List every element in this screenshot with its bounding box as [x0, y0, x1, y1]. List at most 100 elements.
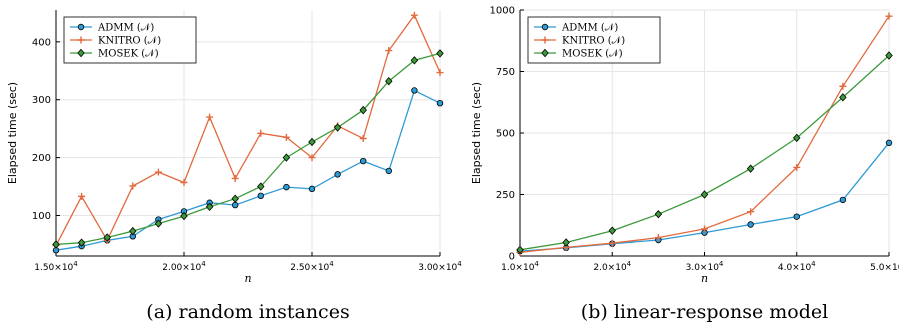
y-tick-label: 250	[496, 190, 515, 201]
legend-marker	[77, 23, 85, 31]
data-point	[154, 219, 163, 228]
y-tick-label: 300	[32, 95, 51, 106]
legend-label: MOSEK (𝒩)	[562, 49, 623, 60]
data-point	[411, 87, 418, 94]
legend-label: ADMM (𝒩)	[561, 23, 618, 34]
x-axis-label: n	[701, 272, 708, 285]
data-point	[608, 226, 616, 235]
data-point	[154, 168, 162, 176]
y-tick-label: 1000	[490, 6, 515, 17]
data-point	[608, 239, 616, 247]
data-point	[562, 238, 570, 247]
data-point	[436, 49, 444, 58]
y-tick-label: 500	[496, 129, 515, 140]
data-point	[410, 56, 419, 65]
x-tick-label: 2.00×104	[162, 260, 206, 273]
data-point	[205, 202, 214, 212]
y-tick-label: 100	[32, 211, 51, 222]
data-point	[885, 51, 893, 60]
x-tick-label: 1.50×104	[34, 260, 78, 273]
data-point	[360, 157, 367, 165]
data-point	[385, 47, 393, 55]
x-axis-label: n	[244, 272, 251, 285]
chart-caption: (a) random instances	[146, 301, 349, 323]
data-point	[747, 221, 754, 228]
data-point	[700, 190, 709, 199]
data-point	[839, 82, 847, 90]
data-point	[283, 183, 290, 191]
data-point	[129, 182, 137, 190]
legend-marker	[541, 23, 549, 31]
y-tick-label: 200	[32, 153, 51, 164]
data-point	[308, 154, 316, 162]
data-point	[308, 137, 316, 147]
data-point	[793, 133, 801, 143]
legend-label: KNITRO (𝒩)	[562, 36, 625, 47]
y-axis-label: Elapsed time (sec)	[6, 82, 19, 184]
data-point	[839, 196, 847, 204]
data-point	[359, 134, 367, 142]
data-point	[231, 201, 239, 209]
data-point	[231, 174, 239, 182]
x-tick-label: 2.50×104	[290, 260, 334, 273]
data-point	[701, 225, 708, 233]
data-point	[257, 182, 265, 191]
x-tick-label: 3.0×104	[686, 260, 724, 273]
legend-marker	[541, 36, 549, 44]
x-tick-label: 2.0×104	[593, 260, 631, 273]
data-point	[103, 233, 111, 242]
data-point	[333, 123, 342, 132]
chart-linear-response: 0 250 500 750 1000 1.0×104 2.0×104 3.0×104 4.0×1…	[470, 6, 899, 324]
data-point	[282, 133, 290, 141]
data-point	[52, 240, 60, 249]
data-point	[436, 69, 444, 77]
data-point	[885, 12, 893, 20]
x-tick-label: 5.0×104	[870, 260, 899, 273]
data-point	[180, 211, 188, 221]
x-tick-label: 4.0×104	[778, 260, 816, 273]
legend-label: KNITRO (𝒩)	[98, 36, 161, 47]
data-point	[231, 194, 239, 203]
data-point	[359, 105, 367, 115]
legend-label: MOSEK (𝒩)	[98, 49, 159, 60]
data-point	[257, 129, 265, 137]
data-point	[839, 93, 847, 102]
chart-caption: (b) linear-response model	[581, 301, 828, 323]
legend-marker	[77, 36, 85, 44]
data-point	[257, 192, 264, 200]
data-point	[78, 192, 86, 200]
data-point	[308, 185, 316, 193]
x-tick-label: 1.0×104	[501, 260, 539, 273]
data-point	[746, 164, 755, 173]
data-point	[206, 113, 214, 121]
chart-random-instances: 100 200 300 400 1.50×104 2.00×104 2.50×104 3.00…	[6, 10, 462, 323]
data-point	[654, 234, 662, 242]
data-point	[385, 167, 392, 175]
data-point	[77, 238, 86, 247]
data-point	[793, 213, 800, 220]
data-point	[385, 76, 393, 86]
data-point	[793, 163, 801, 171]
data-point	[180, 178, 188, 186]
y-tick-label: 750	[496, 67, 515, 78]
data-point	[436, 99, 444, 107]
series-line	[55, 13, 441, 246]
y-tick-label: 0	[509, 252, 515, 263]
y-axis-label: Elapsed time (sec)	[470, 82, 483, 184]
data-point	[747, 208, 755, 216]
data-point	[654, 209, 663, 219]
data-point	[410, 11, 418, 19]
x-tick-label: 3.00×104	[418, 260, 462, 273]
data-point	[129, 226, 137, 236]
data-point	[885, 139, 893, 147]
legend-marker	[77, 48, 85, 58]
series-line	[55, 89, 441, 251]
y-tick-label: 400	[32, 37, 51, 48]
data-point	[334, 171, 341, 178]
legend-label: ADMM (𝒩)	[97, 23, 154, 34]
series-line	[55, 52, 441, 246]
data-point	[282, 153, 291, 162]
data-point	[516, 245, 524, 255]
legend-marker	[541, 48, 549, 58]
